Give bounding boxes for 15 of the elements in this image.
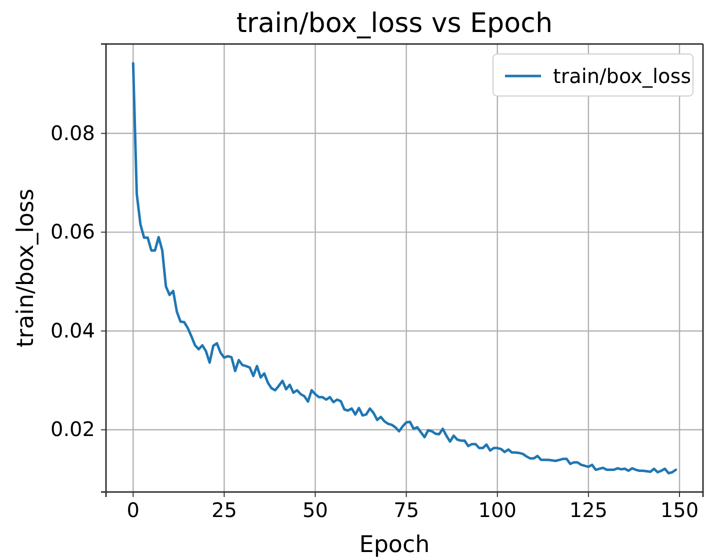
legend-label: train/box_loss: [553, 64, 692, 88]
x-axis-title: Epoch: [359, 532, 430, 557]
x-tick-label: 125: [569, 498, 608, 522]
x-tick-label: 100: [478, 498, 516, 522]
x-tick-label: 25: [211, 498, 237, 522]
x-tick-label: 50: [302, 498, 328, 522]
y-axis-title: train/box_loss: [13, 188, 39, 348]
y-tick-label: 0.04: [50, 318, 95, 342]
x-tick-label: 150: [660, 498, 699, 522]
x-tick-label: 75: [394, 498, 420, 522]
y-tick-label: 0.06: [50, 220, 95, 244]
y-tick-label: 0.08: [50, 120, 95, 145]
y-tick-label: 0.02: [50, 417, 95, 442]
x-tick-label: 0: [126, 498, 140, 522]
chart-title: train/box_loss vs Epoch: [236, 8, 553, 39]
